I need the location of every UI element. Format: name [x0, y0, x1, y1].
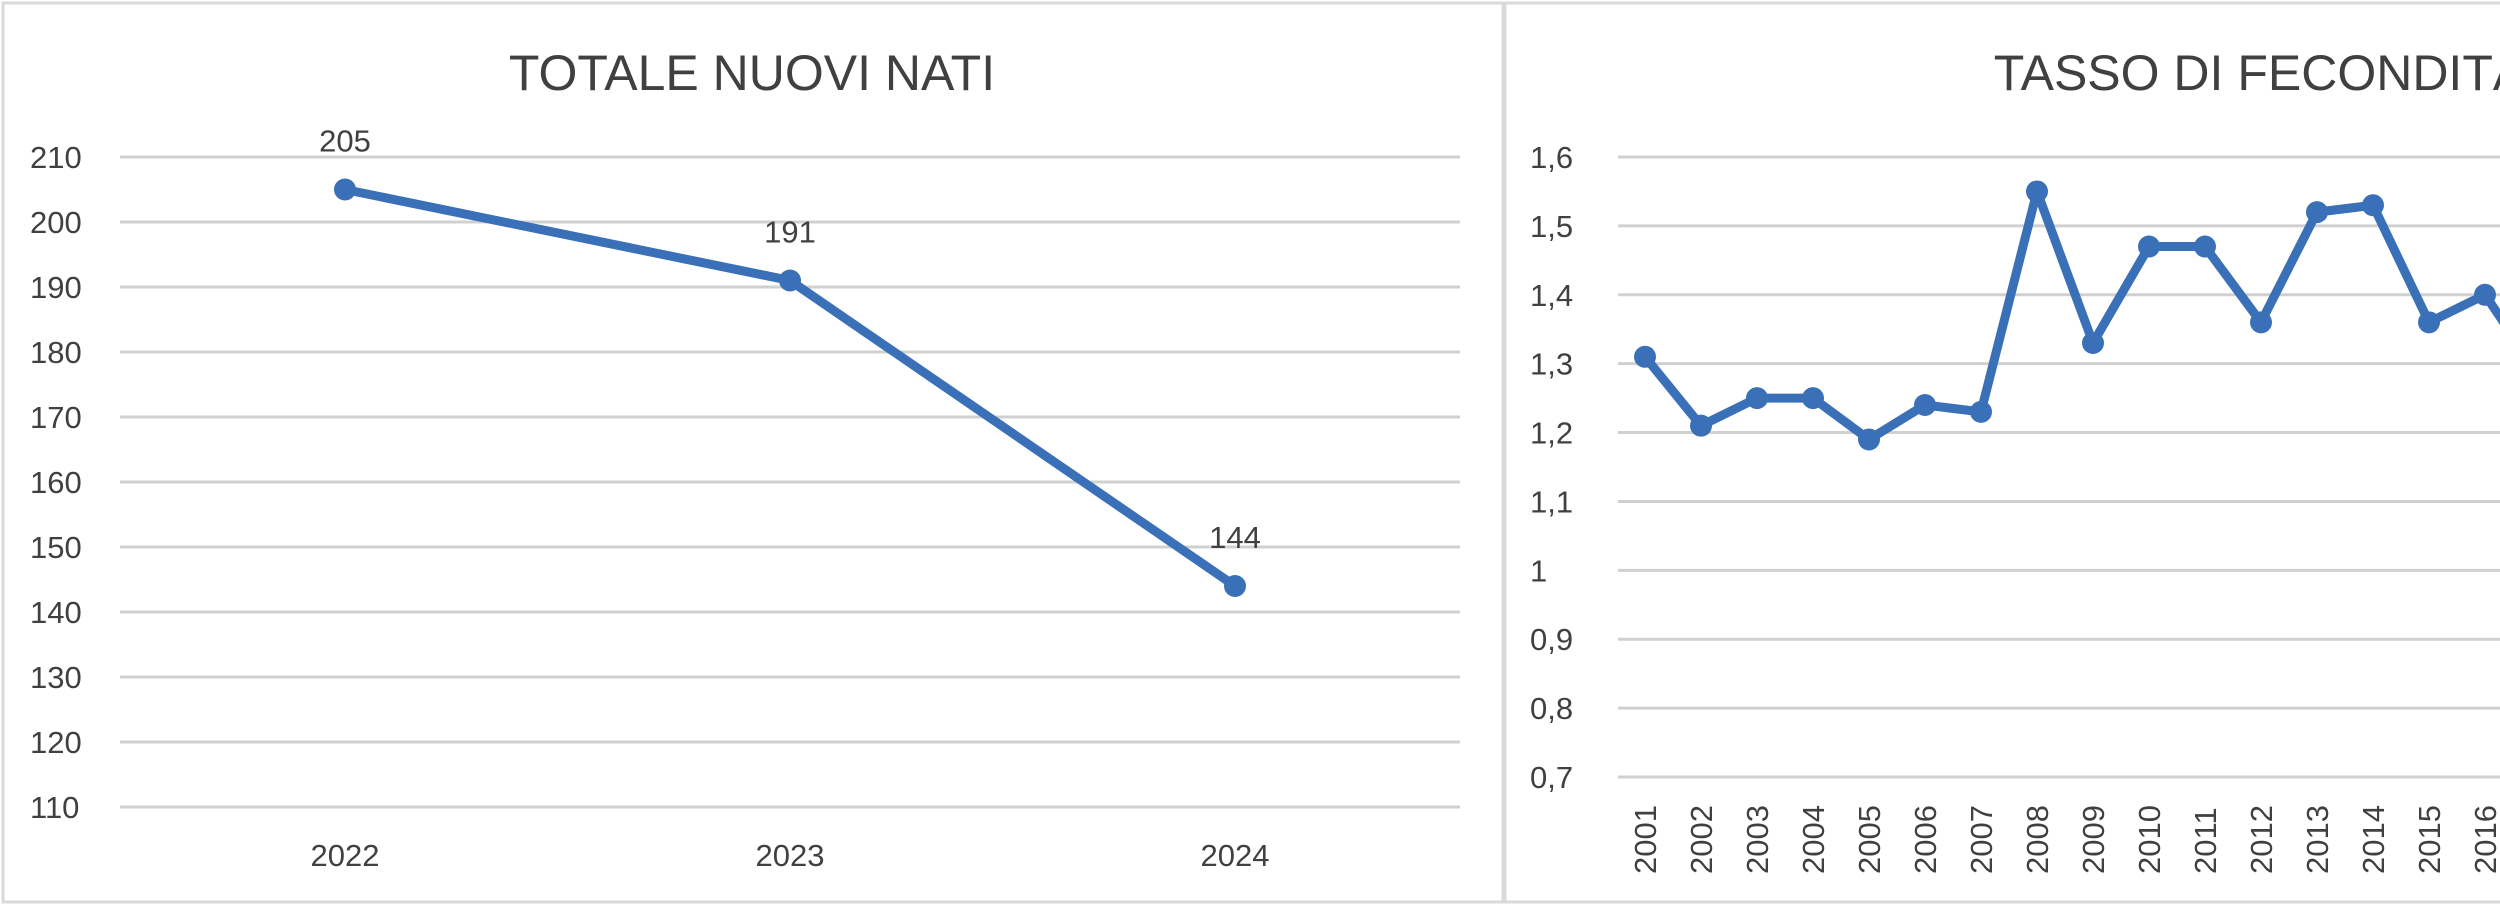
- x-tick-label: 2003: [1740, 805, 1775, 874]
- y-tick-label: 1,3: [1530, 347, 1573, 382]
- data-point: [1690, 414, 1712, 437]
- x-tick-label: 2014: [2356, 805, 2391, 874]
- chart-panel-fertility: TASSO DI FECONDITÀ 0,7 0,8 0,9 1 1,1 1,2 1,3 1,…: [1503, 1, 2500, 904]
- x-tick-label: 2015: [2412, 805, 2447, 874]
- x-tick-label: 2001: [1628, 805, 1663, 874]
- data-point: [2138, 235, 2160, 258]
- y-tick-label: 210: [30, 140, 82, 175]
- y-tick-label: 0,8: [1530, 691, 1573, 726]
- data-point: [2194, 235, 2216, 258]
- y-tick-label: 200: [30, 205, 82, 240]
- y-tick-label: 1,6: [1530, 140, 1573, 175]
- data-point: [779, 269, 801, 292]
- x-axis-ticks: 2001 2002 2003 2004 2005 2006 2007 2008 2009 2010…: [1628, 805, 2500, 874]
- data-point: [1224, 575, 1246, 597]
- data-point: [1746, 387, 1768, 410]
- data-point: [1634, 345, 1656, 368]
- x-tick-label: 2011: [2188, 807, 2223, 874]
- x-tick-label: 2005: [1852, 805, 1887, 874]
- x-tick-label: 2008: [2020, 805, 2055, 874]
- y-tick-label: 150: [30, 530, 82, 565]
- y-tick-label: 120: [30, 725, 82, 760]
- data-label: 144: [1209, 520, 1261, 555]
- panel-frame: [1503, 1, 2500, 904]
- x-tick-label: 2004: [1796, 805, 1831, 874]
- data-point: [1970, 400, 1992, 423]
- chart-title: TOTALE NUOVI NATI: [509, 45, 995, 101]
- data-point: [1802, 387, 1824, 410]
- x-axis-ticks: 2022 2023 2024: [311, 838, 1270, 873]
- data-point: [1914, 394, 1936, 416]
- series: [334, 178, 1246, 597]
- panel-frame: [1, 1, 1505, 904]
- y-tick-label: 190: [30, 270, 82, 305]
- data-label: 205: [319, 124, 371, 159]
- x-tick-label: 2022: [311, 838, 380, 873]
- x-tick-label: 2016: [2468, 805, 2500, 874]
- y-tick-label: 1,1: [1530, 484, 1573, 519]
- x-tick-label: 2010: [2132, 805, 2167, 874]
- chart-panel-births: TOTALE NUOVI NATI 1101201301401501601701…: [1, 1, 1505, 904]
- y-tick-label: 160: [30, 465, 82, 500]
- x-tick-label: 2013: [2300, 805, 2335, 874]
- x-tick-label: 2007: [1964, 805, 1999, 874]
- y-tick-label: 0,9: [1530, 622, 1573, 657]
- data-labels: 205 191 144: [319, 124, 1261, 556]
- x-tick-label: 2002: [1684, 805, 1719, 874]
- y-tick-label: 170: [30, 400, 82, 435]
- data-point: [2306, 201, 2328, 224]
- x-tick-label: 2012: [2244, 805, 2279, 874]
- y-tick-label: 1: [1530, 553, 1547, 588]
- data-point: [2250, 311, 2272, 334]
- y-tick-label: 110: [30, 790, 79, 825]
- x-tick-label: 2006: [1908, 805, 1943, 874]
- data-point: [2362, 194, 2384, 217]
- data-point: [2418, 311, 2440, 334]
- y-tick-label: 130: [30, 660, 82, 695]
- x-tick-label: 2024: [1201, 838, 1270, 873]
- data-point: [1858, 428, 1880, 451]
- y-tick-label: 0,7: [1530, 760, 1573, 795]
- y-tick-label: 1,4: [1530, 278, 1573, 313]
- chart-title: TASSO DI FECONDITÀ: [1994, 45, 2500, 101]
- y-axis-ticks: 110 120 130 140 150 160 170 180 190 200 210: [30, 140, 82, 825]
- y-tick-label: 180: [30, 335, 82, 370]
- data-label: 191: [764, 215, 816, 250]
- data-point: [334, 178, 356, 201]
- x-tick-label: 2009: [2076, 805, 2111, 874]
- gridlines: [1618, 155, 2500, 779]
- series: [1634, 180, 2500, 451]
- y-tick-label: 1,5: [1530, 209, 1573, 244]
- data-point: [2026, 180, 2048, 203]
- y-tick-label: 140: [30, 595, 82, 630]
- data-point: [2082, 332, 2104, 354]
- y-tick-label: 1,2: [1530, 416, 1573, 451]
- y-axis-ticks: 0,7 0,8 0,9 1 1,1 1,2 1,3 1,4 1,5 1,6: [1530, 140, 1573, 795]
- x-tick-label: 2023: [756, 838, 825, 873]
- data-point: [2474, 283, 2496, 306]
